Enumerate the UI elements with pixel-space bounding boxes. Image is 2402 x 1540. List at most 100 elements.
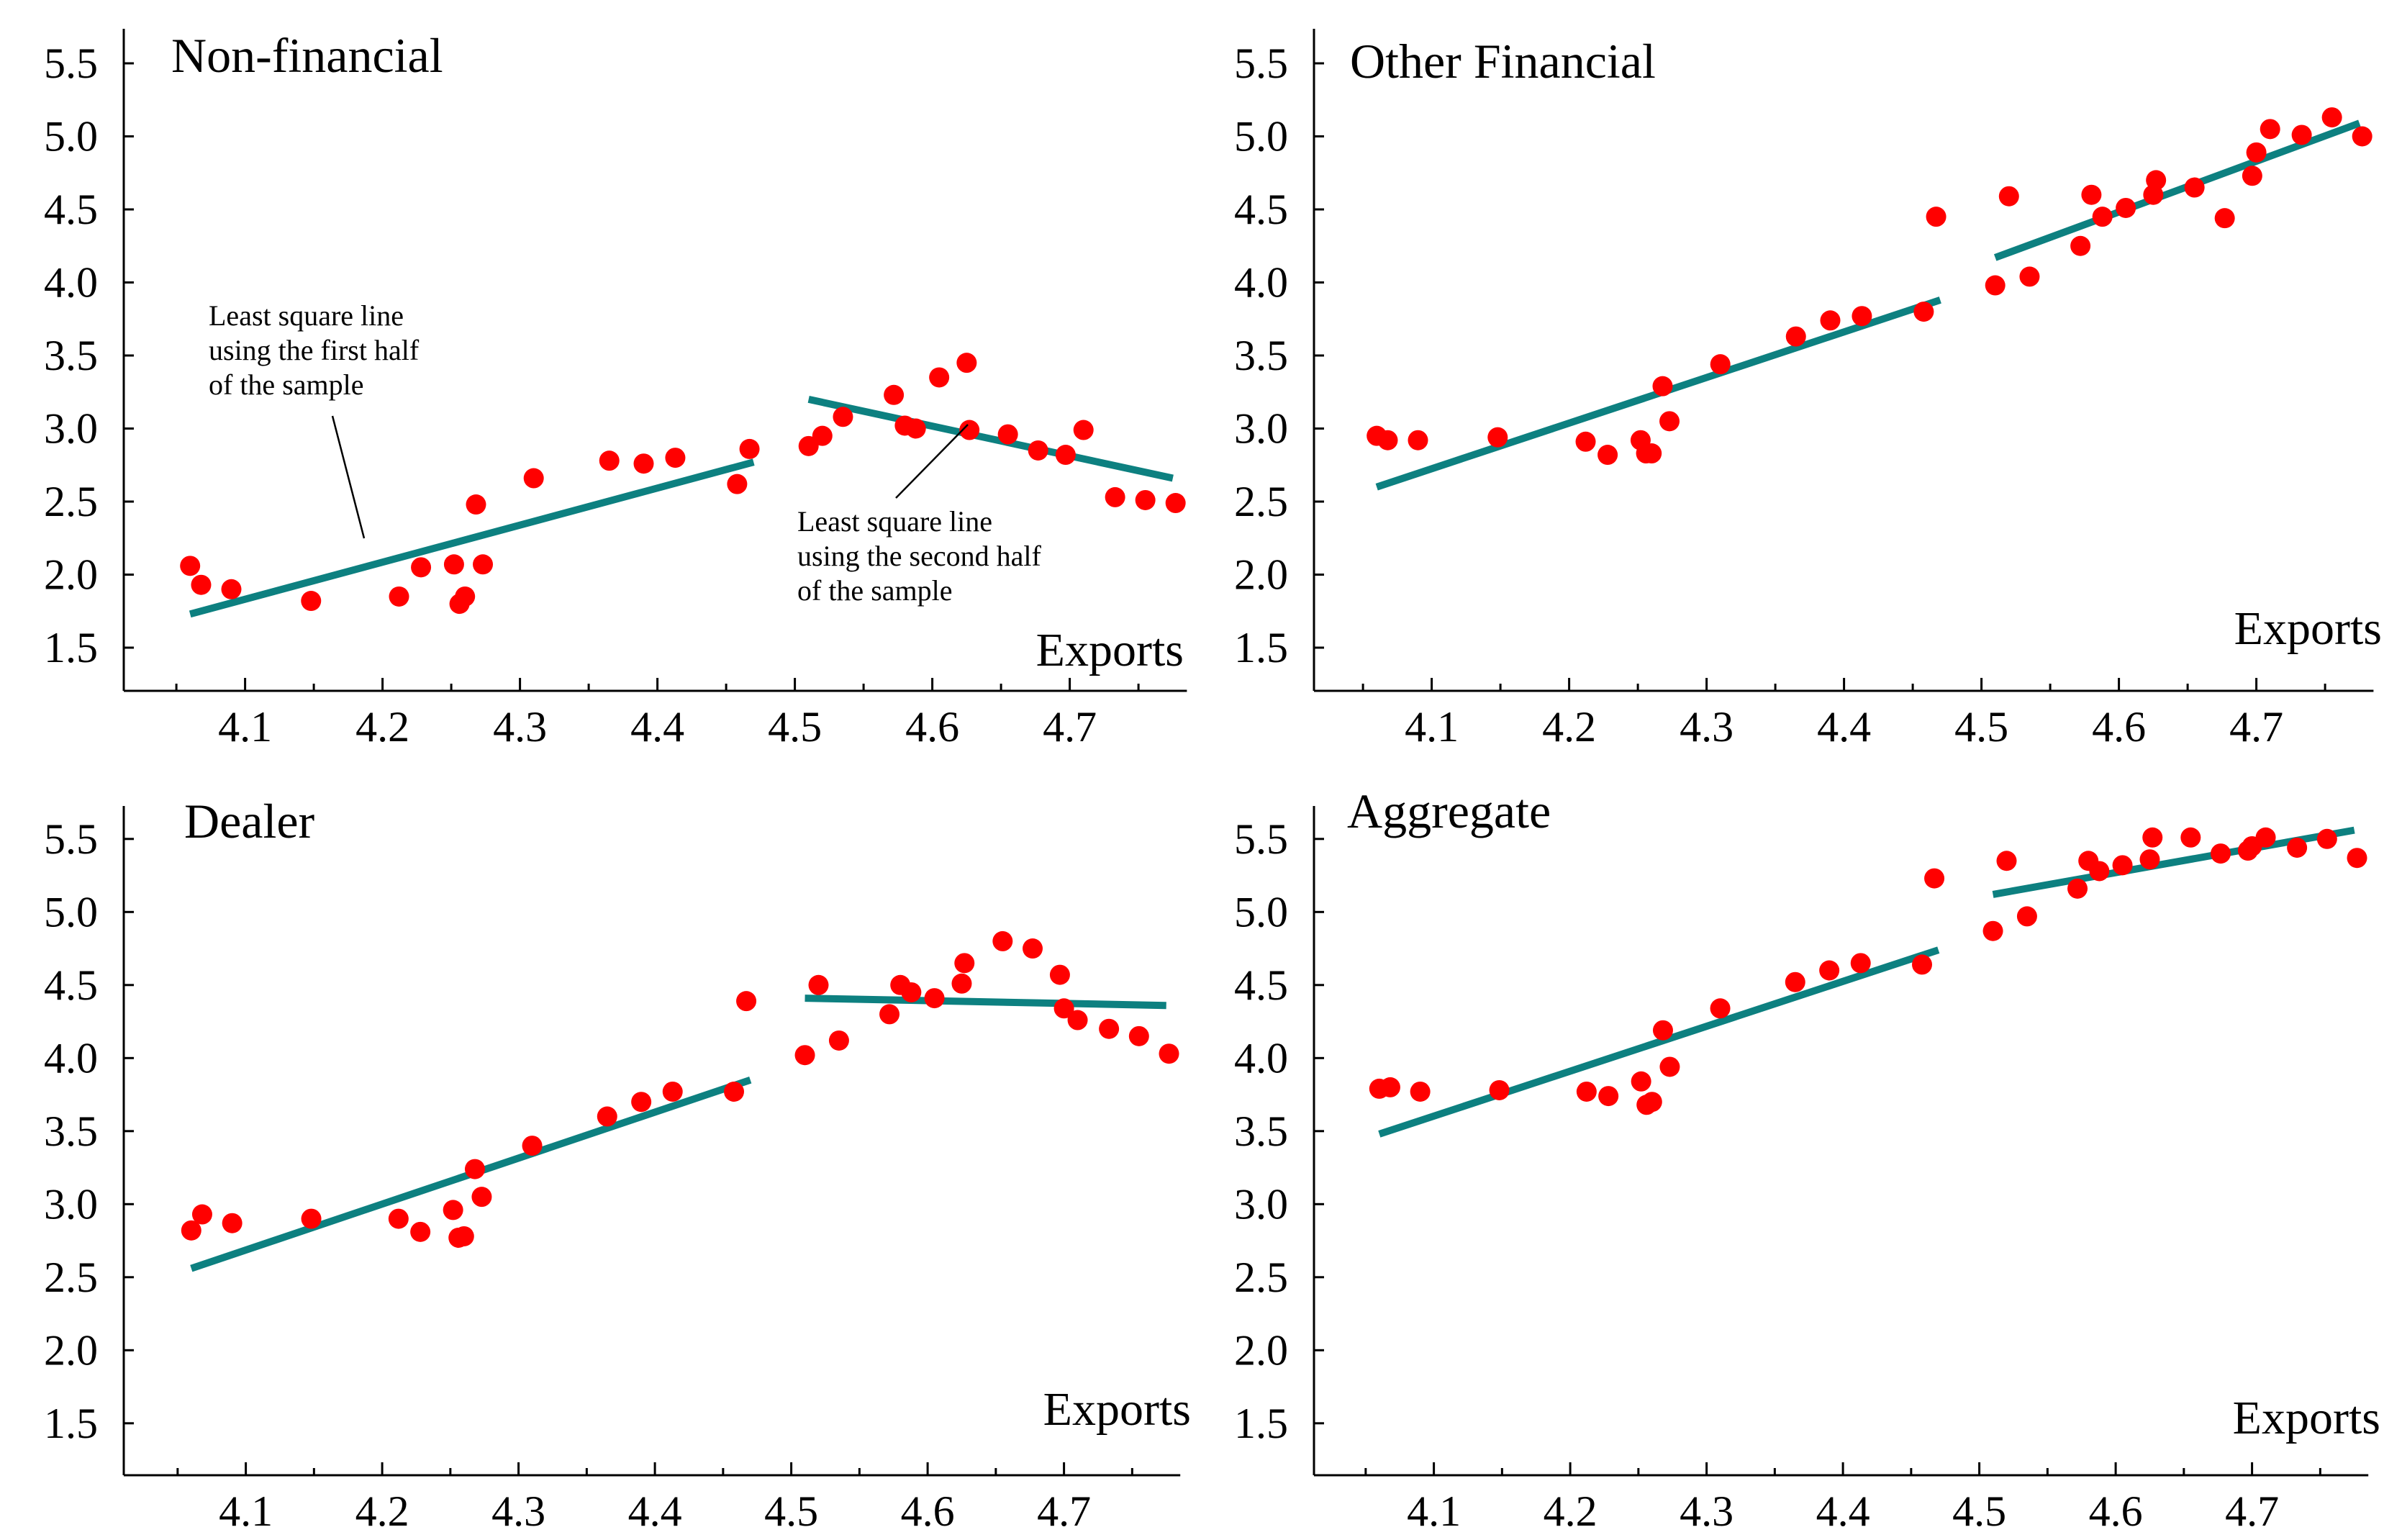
y-tick-label: 2.5 [1234,1254,1288,1301]
fit-line-first-half [189,458,755,618]
panel-title: Other Financial [1350,34,1656,89]
annotation-pointer [331,415,366,539]
data-point [884,384,905,405]
x-tick-label: 4.3 [1680,703,1733,751]
data-point [2081,184,2102,205]
annotation-pointer [895,424,969,499]
y-tick-label: 5.5 [44,815,98,863]
x-axis-label: Exports [2234,602,2382,655]
data-point [956,353,977,373]
annotation-first-half: Least square line using the first half o… [209,299,420,539]
x-tick-label: 4.3 [1680,1487,1733,1535]
data-point [1659,1056,1680,1077]
data-point [1597,445,1618,466]
data-point [833,407,853,427]
x-tick-label: 4.6 [2089,1487,2143,1535]
y-tick-label: 5.5 [1234,815,1288,863]
y-tick-label: 5.0 [44,113,98,160]
y-tick-label: 3.5 [44,332,98,379]
data-point [736,991,757,1012]
x-tick-label: 4.2 [355,1487,409,1535]
data-point [464,1159,485,1179]
data-point [180,556,201,576]
y-tick-label: 4.5 [44,961,98,1009]
data-point [1820,310,1841,331]
data-point [929,367,950,388]
data-point [2352,126,2372,147]
x-tick-label: 4.7 [2225,1487,2279,1535]
data-point [1489,1079,1510,1100]
panel-non-financial: 1.5 2.0 2.5 3.0 3.5 4.0 4.5 5.0 5.5 4.1 4.2 4.3 4.4 4… [44,28,1187,751]
y-tick-label: 1.5 [44,624,98,671]
data-point [181,1220,201,1241]
annotation-line: Least square line [797,505,992,538]
y-tick-label: 4.0 [1234,259,1288,307]
data-point [2070,235,2091,256]
data-point [1912,954,1933,975]
data-point [1710,998,1731,1019]
data-point [410,1221,431,1242]
data-point [599,450,620,471]
data-point [1652,376,1673,397]
data-point [1105,486,1125,507]
panel-dealer: 1.5 2.0 2.5 3.0 3.5 4.0 4.5 5.0 5.5 4.1 4.2 4.3 4.4 4… [44,794,1191,1535]
x-tick-label: 4.3 [493,703,547,751]
data-point [1659,411,1680,432]
x-tick-label: 4.6 [2092,703,2146,751]
data-point [222,1213,243,1233]
x-tick-label: 4.2 [1544,1487,1597,1535]
data-point [1067,1010,1088,1031]
data-point [997,424,1018,445]
y-tick-label: 4.0 [44,1034,98,1082]
data-point [1487,427,1508,448]
data-point [1135,489,1156,510]
data-point [2116,197,2136,218]
x-tick-label: 4.3 [491,1487,545,1535]
data-point [2214,208,2235,229]
data-point [739,438,760,459]
data-point [2321,107,2342,128]
annotation-line: using the second half [797,540,1041,572]
y-tick-label: 2.0 [44,1326,98,1374]
data-point [1985,275,2006,296]
data-point [1023,938,1043,959]
data-point [1710,354,1731,375]
data-point [1652,1020,1673,1041]
data-point [1998,186,2019,207]
x-tick-label: 4.4 [1817,703,1871,751]
annotation-line: of the sample [797,574,953,607]
data-point [1641,443,1662,464]
data-point [466,494,486,515]
y-tick-label: 3.0 [1234,405,1288,453]
y-tick-label: 3.5 [44,1108,98,1155]
y-tick-label: 2.0 [1234,1326,1288,1374]
data-point [1924,868,1945,889]
data-point [1049,964,1070,985]
data-point [522,1136,543,1156]
y-tick-label: 3.5 [1234,332,1288,379]
data-point [924,988,945,1009]
y-tick-label: 5.0 [1234,888,1288,936]
panel-title: Non-financial [171,28,443,83]
data-point [2255,827,2276,848]
data-point [2016,906,2037,927]
data-point [2184,177,2205,198]
data-point [2019,266,2040,287]
x-tick-label: 4.4 [630,703,684,751]
data-point [2211,843,2231,864]
y-tick-label: 4.0 [1234,1034,1288,1082]
data-point [2092,207,2113,227]
data-point [959,420,980,440]
data-point [2347,848,2367,869]
fit-line-second-half [1993,119,2361,261]
data-point [388,1208,409,1229]
y-tick-label: 3.5 [1234,1108,1288,1155]
x-tick-label: 4.6 [905,703,959,751]
data-point [954,953,975,974]
data-point [1575,431,1596,452]
x-tick-label: 4.2 [355,703,409,751]
data-point [191,574,212,595]
y-tick-label: 4.5 [1234,186,1288,233]
data-point [1785,971,1805,992]
data-point [901,982,922,1002]
